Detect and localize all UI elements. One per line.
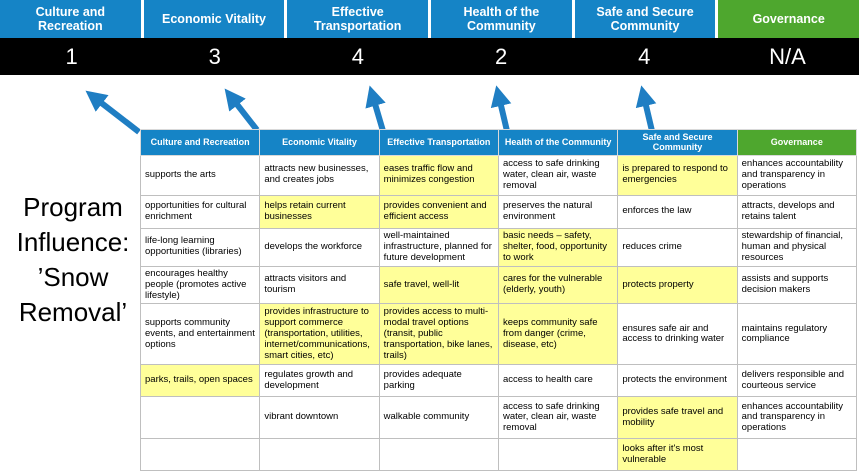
table-cell: keeps community safe from danger (crime,…	[497, 303, 619, 366]
table-cell: opportunities for cultural enrichment	[139, 194, 261, 229]
category-score-health-of-the-community: 2	[494, 43, 508, 69]
category-score-culture-and-recreation: 1	[65, 43, 78, 69]
table-cell: delivers responsible and courteous servi…	[736, 364, 858, 398]
table-cell: assists and supports decision makers	[736, 265, 858, 305]
table-cell: reduces crime	[617, 227, 738, 267]
table-row: supports community events, and entertain…	[139, 303, 858, 366]
table-cell	[259, 438, 380, 471]
table-cell: supports the arts	[139, 154, 261, 196]
table-cell: regulates growth and development	[259, 364, 380, 398]
table-cell: protects property	[617, 265, 738, 305]
table-row: vibrant downtown walkable community access…	[139, 396, 858, 440]
category-header-effective-transportation: Effective Transportation	[287, 0, 429, 38]
table-row: life-long learning opportunities (librar…	[139, 227, 858, 267]
table-cell: provides safe travel and mobility	[617, 396, 738, 440]
table-cell: preserves the natural environment	[497, 194, 619, 229]
category-header-governance: Governance	[718, 0, 859, 38]
table-cell: helps retain current businesses	[259, 194, 380, 229]
table-row: encourages healthy people (promotes acti…	[139, 265, 858, 305]
influence-arrow	[224, 88, 260, 132]
table-cell: ensures safe air and access to drinking …	[617, 303, 738, 366]
table-header-culture-and-recreation: Culture and Recreation	[139, 129, 261, 156]
table-header-economic-vitality: Economic Vitality	[259, 129, 380, 156]
table-cell: maintains regulatory compliance	[736, 303, 858, 366]
table-cell: supports community events, and entertain…	[139, 303, 261, 366]
table-cell: parks, trails, open spaces	[139, 364, 261, 398]
table-cell: provides convenient and efficient access	[378, 194, 499, 229]
category-header-economic-vitality: Economic Vitality	[143, 0, 285, 38]
category-score-governance: N/A	[769, 43, 806, 69]
table-cell: access to health care	[497, 364, 619, 398]
table-header-safe-and-secure-community: Safe and Secure Community	[617, 129, 738, 156]
table-cell: provides infrastructure to support comme…	[259, 303, 380, 366]
table-cell	[736, 438, 858, 471]
table-cell	[497, 438, 619, 471]
table-cell: enhances accountability and transparency…	[736, 154, 858, 196]
table-header-effective-transportation: Effective Transportation	[378, 129, 499, 156]
table-header-row: Culture and Recreation Economic Vitality E…	[139, 129, 858, 156]
table-cell	[139, 438, 261, 471]
table-cell: enhances accountability and transparency…	[736, 396, 858, 440]
influence-table: Culture and Recreation Economic Vitality E…	[139, 129, 858, 471]
table-cell: cares for the vulnerable (elderly, youth…	[497, 265, 619, 305]
table-cell: life-long learning opportunities (librar…	[139, 227, 261, 267]
category-score-safe-and-secure-community: 4	[638, 43, 651, 69]
table-cell	[139, 396, 261, 440]
table-cell: provides adequate parking	[378, 364, 499, 398]
table-row: supports the arts attracts new businesses…	[139, 154, 858, 196]
category-score-economic-vitality: 3	[208, 43, 221, 69]
category-header-culture-and-recreation: Culture and Recreation	[0, 0, 141, 38]
table-cell: is prepared to respond to emergencies	[617, 154, 738, 196]
table-cell: attracts visitors and tourism	[259, 265, 380, 305]
table-cell: eases traffic flow and minimizes congest…	[378, 154, 499, 196]
influence-arrow	[635, 85, 657, 132]
table-cell: develops the workforce	[259, 227, 380, 267]
table-cell: looks after it's most vulnerable	[617, 438, 738, 471]
table-header-health-of-the-community: Health of the Community	[497, 129, 619, 156]
table-cell: attracts new businesses, and creates job…	[259, 154, 380, 196]
table-cell: safe travel, well-lit	[378, 265, 499, 305]
score-bar: 1 3 4 2 4 N/A	[0, 38, 859, 75]
table-cell: enforces the law	[617, 194, 738, 229]
table-cell: stewardship of financial, human and phys…	[736, 227, 858, 267]
table-cell: walkable community	[378, 396, 499, 440]
table-cell: well-maintained infrastructure, planned …	[378, 227, 499, 267]
table-cell: basic needs – safety, shelter, food, opp…	[497, 227, 619, 267]
influence-arrow	[365, 85, 386, 132]
influence-arrow	[85, 90, 141, 135]
table-row: looks after it's most vulnerable	[139, 438, 858, 471]
table-cell: protects the environment	[617, 364, 738, 398]
table-cell: provides access to multi-modal travel op…	[378, 303, 499, 366]
table-cell: vibrant downtown	[259, 396, 380, 440]
table-cell: access to safe drinking water, clean air…	[497, 154, 619, 196]
table-cell: access to safe drinking water, clean air…	[497, 396, 619, 440]
table-cell: encourages healthy people (promotes acti…	[139, 265, 261, 305]
table-cell	[378, 438, 499, 471]
table-row: parks, trails, open spaces regulates grow…	[139, 364, 858, 398]
category-banner: Culture and Recreation Economic Vitality E…	[0, 0, 859, 38]
table-cell: attracts, develops and retains talent	[736, 194, 858, 229]
category-header-health-of-the-community: Health of the Community	[431, 0, 572, 38]
category-header-safe-and-secure-community: Safe and Secure Community	[574, 0, 716, 38]
category-score-effective-transportation: 4	[351, 43, 365, 69]
influence-arrow	[490, 85, 512, 132]
table-header-governance: Governance	[736, 129, 858, 156]
program-influence-label: Program Influence: ’Snow Removal’	[16, 192, 130, 328]
table-row: opportunities for cultural enrichment hel…	[139, 194, 858, 229]
